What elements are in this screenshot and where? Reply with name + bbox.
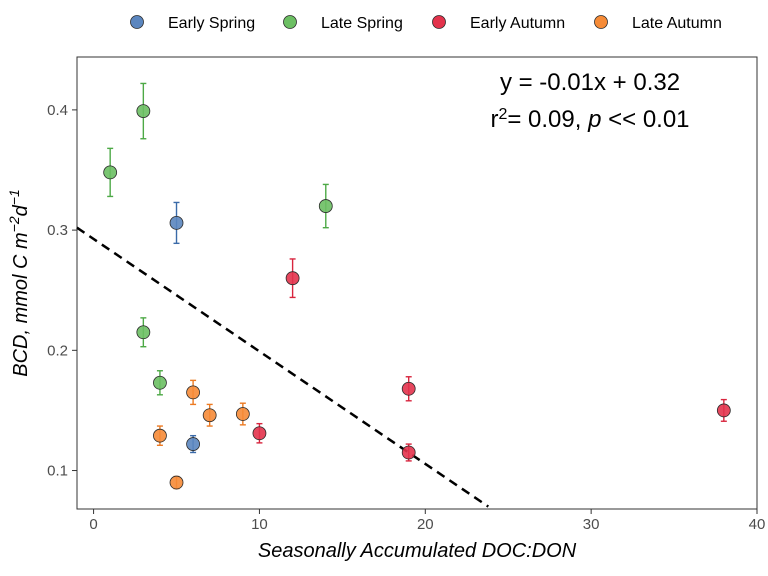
data-point: [401, 445, 416, 460]
series-late-autumn: [153, 379, 250, 490]
data-point: [202, 408, 217, 423]
data-point: [169, 475, 184, 490]
y-axis: 0.1 0.2 0.3 0.4: [47, 102, 77, 480]
legend-item-early-spring: Early Spring: [130, 15, 255, 32]
x-tick-label: 20: [417, 516, 434, 533]
data-point: [235, 407, 250, 421]
data-point: [169, 215, 184, 230]
series-early-autumn: [252, 258, 731, 462]
equation-annotation: y = -0.01x + 0.32: [500, 69, 680, 96]
legend-label: Late Autumn: [632, 15, 722, 32]
y-tick-label: 0.2: [47, 342, 68, 359]
data-point: [285, 271, 300, 286]
x-tick-label: 30: [583, 516, 600, 533]
legend-label: Early Autumn: [470, 15, 565, 32]
series-late-spring: [103, 82, 333, 396]
stats-annotation: r2= 0.09, p << 0.01: [490, 106, 689, 134]
data-point: [186, 437, 200, 451]
data-point: [136, 325, 151, 340]
y-tick-label: 0.3: [47, 222, 68, 239]
legend: Early Spring Late Spring Early Autumn Late …: [130, 15, 722, 32]
y-tick-label: 0.4: [47, 102, 68, 119]
trendline-layer: [76, 226, 490, 508]
data-point: [252, 426, 267, 441]
plot-panel: [76, 56, 758, 510]
legend-item-late-spring: Late Spring: [283, 15, 403, 32]
x-tick-label: 10: [251, 516, 268, 533]
legend-label: Early Spring: [168, 15, 255, 32]
data-point: [136, 104, 151, 118]
legend-marker: [594, 15, 608, 29]
trendline: [76, 226, 490, 508]
x-axis-title: Seasonally Accumulated DOC:DON: [258, 540, 577, 562]
data-point: [153, 375, 167, 390]
legend-marker: [432, 15, 446, 29]
legend-item-late-autumn: Late Autumn: [594, 15, 722, 32]
legend-marker: [283, 15, 297, 29]
legend-item-early-autumn: Early Autumn: [432, 15, 565, 32]
x-tick-label: 0: [89, 516, 97, 533]
data-points: [103, 82, 731, 490]
y-axis-title: BCD, mmol C m−2d−1: [6, 189, 32, 377]
legend-marker: [130, 15, 144, 29]
series-early-spring: [169, 201, 200, 454]
legend-label: Late Spring: [321, 15, 403, 32]
data-point: [401, 381, 416, 396]
data-point: [103, 165, 118, 180]
data-point: [318, 199, 333, 213]
y-tick-label: 0.1: [47, 463, 68, 480]
data-point: [153, 428, 167, 443]
x-tick-label: 40: [749, 516, 766, 533]
data-point: [716, 403, 731, 418]
x-axis: 0 10 20 30 40: [89, 509, 765, 533]
data-point: [186, 385, 200, 400]
